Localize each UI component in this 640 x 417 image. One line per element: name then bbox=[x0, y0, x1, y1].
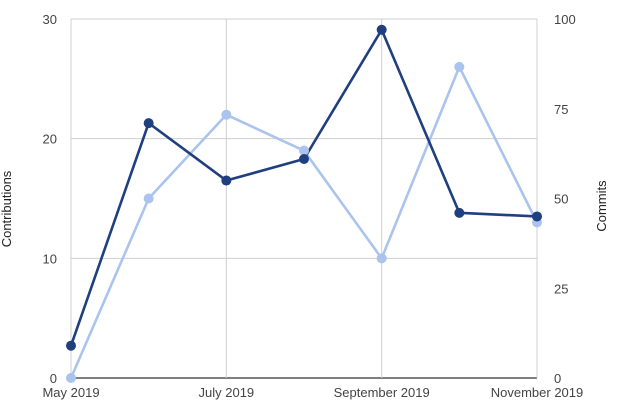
data-point-series-2[interactable] bbox=[221, 175, 232, 186]
series-lines bbox=[69, 28, 539, 380]
data-point-series-2[interactable] bbox=[376, 24, 387, 35]
data-point-series-2[interactable] bbox=[532, 211, 542, 222]
data-point-series-2[interactable] bbox=[454, 207, 465, 218]
data-point-series-1[interactable] bbox=[143, 193, 154, 204]
y-axis-left-label: Contributions bbox=[0, 170, 14, 247]
y-left-tick-label: 30 bbox=[43, 12, 57, 27]
y-right-tick-label: 100 bbox=[554, 12, 576, 27]
x-tick-label: July 2019 bbox=[199, 385, 255, 400]
data-point-series-1[interactable] bbox=[376, 253, 387, 264]
series-line-2 bbox=[69, 28, 539, 347]
y-right-tick-label: 50 bbox=[554, 192, 568, 207]
y-right-tick-label: 25 bbox=[554, 281, 568, 296]
y-left-tick-label: 20 bbox=[43, 132, 57, 147]
data-point-series-2[interactable] bbox=[299, 154, 309, 165]
x-tick-label: May 2019 bbox=[42, 385, 99, 400]
x-tick-label: November 2019 bbox=[491, 385, 584, 400]
y-left-tick-label: 0 bbox=[50, 371, 57, 386]
data-point-series-1[interactable] bbox=[66, 373, 76, 383]
data-point-series-2[interactable] bbox=[143, 118, 154, 129]
y-axis-right-label: Commits bbox=[594, 180, 609, 232]
series-line-1 bbox=[69, 65, 539, 380]
y-right-tick-label: 0 bbox=[554, 371, 561, 386]
data-point-series-1[interactable] bbox=[299, 145, 309, 156]
data-points bbox=[66, 24, 542, 383]
data-point-series-1[interactable] bbox=[221, 109, 232, 120]
y-right-tick-label: 75 bbox=[554, 102, 568, 117]
data-point-series-1[interactable] bbox=[454, 61, 465, 72]
tick-labels: 0 10 20 30 0 25 50 75 100 May 2019 July 2019 Septem… bbox=[42, 12, 583, 400]
x-tick-label: September 2019 bbox=[334, 385, 430, 400]
data-point-series-2[interactable] bbox=[66, 340, 76, 351]
gridlines bbox=[70, 18, 538, 379]
y-left-tick-label: 10 bbox=[43, 251, 57, 266]
